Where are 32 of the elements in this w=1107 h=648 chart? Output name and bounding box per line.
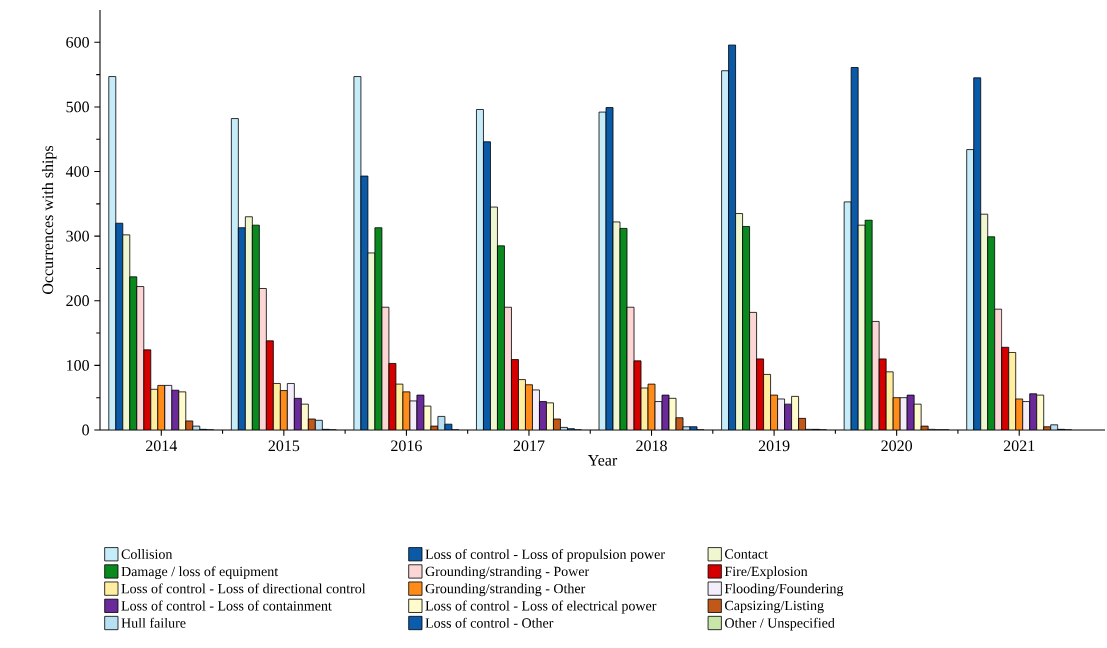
- y-axis-title: Occurrences with ships: [41, 145, 57, 294]
- legend-label: Fire/Explosion: [724, 566, 808, 579]
- legend-label: Contact: [725, 549, 768, 559]
- x-tick-label: 2019: [758, 440, 790, 452]
- y-tick-label: 200: [66, 295, 89, 307]
- x-axis-title: Year: [587, 455, 618, 466]
- legend-label: Capsizing/Listing: [725, 600, 824, 614]
- legend-label: Grounding/stranding - Power: [425, 566, 590, 579]
- x-tick-label: 2018: [636, 440, 667, 452]
- legend-label: Loss of control - Other: [425, 617, 554, 628]
- x-tick-label: 2017: [513, 440, 545, 452]
- legend-label: Loss of control - Loss of propulsion power: [425, 549, 665, 562]
- legend-label: Hull failure: [121, 617, 186, 628]
- legend-label: Other / Unspecified: [725, 617, 835, 631]
- x-tick-label: 2016: [391, 440, 422, 452]
- x-tick-label: 2021: [1003, 440, 1035, 452]
- y-tick-label: 400: [65, 166, 89, 177]
- y-tick-label: 0: [82, 424, 89, 436]
- x-tick-label: 2014: [146, 440, 178, 452]
- legend-label: Loss of control - Loss of electrical power: [425, 600, 657, 614]
- legend-label: Loss of control - Loss of containment: [121, 600, 332, 611]
- y-tick-label: 300: [66, 230, 89, 242]
- x-tick-label: 2015: [268, 440, 300, 452]
- legend-label: Collision: [121, 549, 173, 559]
- legend-label: Grounding/stranding - Other: [425, 583, 586, 597]
- x-tick-label: 2020: [881, 440, 913, 452]
- legend-label: Loss of control - Loss of directional control: [121, 583, 366, 594]
- legend-label: Flooding/Foundering: [724, 583, 844, 597]
- legend-label: Damage / loss of equipment: [121, 566, 279, 580]
- y-tick-label: 600: [66, 36, 89, 48]
- y-tick-label: 100: [67, 359, 89, 371]
- y-tick-label: 500: [66, 101, 89, 113]
